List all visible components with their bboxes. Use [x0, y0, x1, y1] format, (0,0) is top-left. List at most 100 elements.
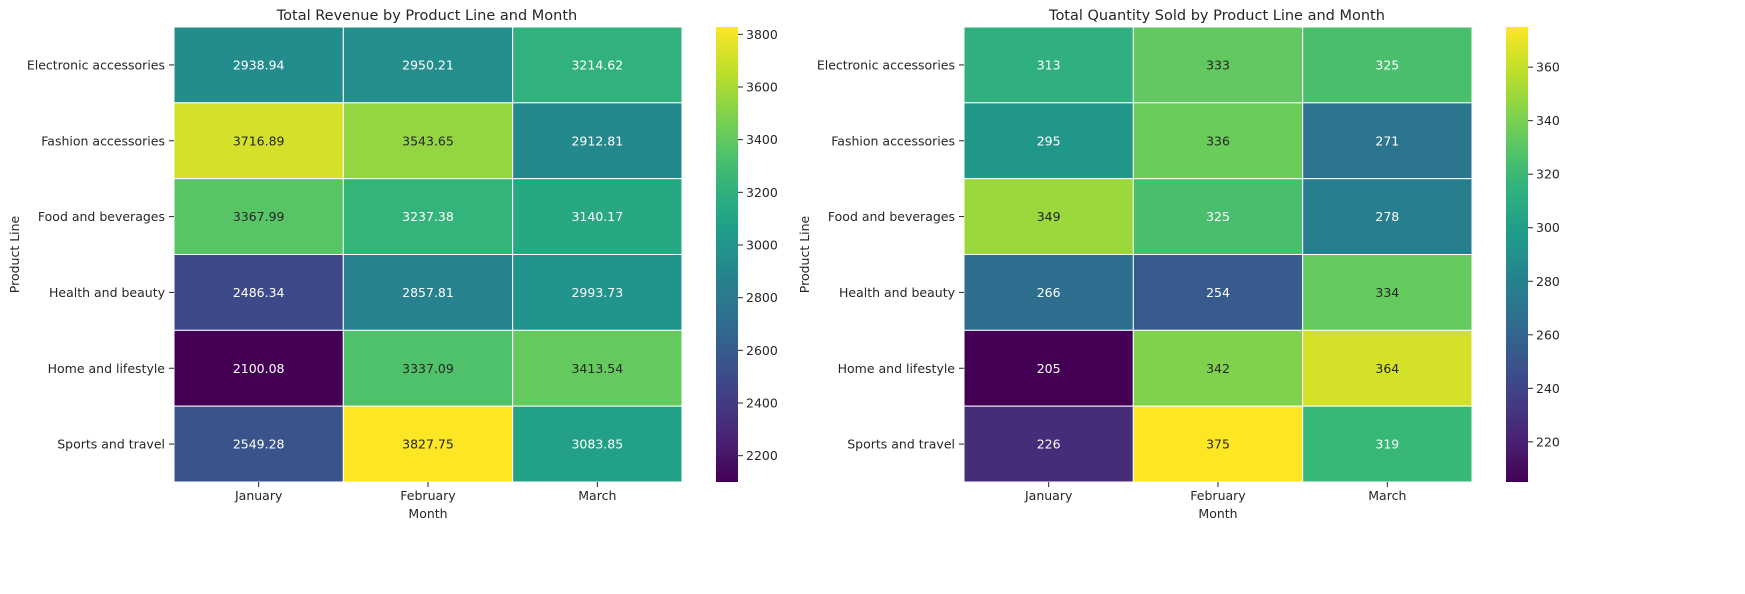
heatmap-cell — [173, 102, 344, 180]
cell-value-label: 375 — [1206, 437, 1230, 452]
y-tick-label: Fashion accessories — [41, 133, 165, 148]
cell-value-label: 336 — [1206, 133, 1230, 148]
heatmap-cell — [963, 26, 1134, 104]
colorbar-tick-label: 3200 — [746, 185, 778, 200]
colorbar-tick-label: 2400 — [746, 396, 778, 411]
y-tick-label: Health and beauty — [49, 285, 166, 300]
colorbar-tick-label: 3000 — [746, 237, 778, 252]
colorbar-tick-label: 2600 — [746, 343, 778, 358]
x-tick-label: March — [578, 488, 616, 503]
cell-value-label: 333 — [1206, 57, 1230, 72]
heatmap-cell — [963, 178, 1134, 256]
heatmap-panel-2: Total Quantity Sold by Product Line and … — [797, 8, 1560, 521]
cell-value-label: 3083.85 — [571, 437, 623, 452]
chart-title: Total Revenue by Product Line and Month — [276, 8, 577, 24]
heatmap-cell — [1132, 102, 1304, 180]
heatmap-cell — [1132, 26, 1304, 104]
colorbar-tick-label: 280 — [1536, 274, 1560, 289]
cell-value-label: 325 — [1375, 57, 1399, 72]
colorbar-tick-label: 260 — [1536, 327, 1560, 342]
chart-title: Total Quantity Sold by Product Line and … — [1048, 8, 1385, 24]
cell-value-label: 3716.89 — [233, 133, 285, 148]
x-tick-label: January — [234, 488, 283, 503]
x-axis-label: Month — [408, 506, 447, 521]
heatmap-cell — [173, 329, 344, 407]
cell-value-label: 3214.62 — [571, 57, 623, 72]
y-axis-label: Product Line — [797, 215, 812, 293]
heatmap-cell — [1132, 178, 1304, 256]
y-tick-label: Sports and travel — [847, 437, 955, 452]
cell-value-label: 2938.94 — [233, 57, 285, 72]
cell-value-label: 254 — [1206, 285, 1230, 300]
x-axis-label: Month — [1198, 506, 1237, 521]
y-tick-label: Electronic accessories — [27, 57, 165, 72]
heatmap-cell — [512, 254, 683, 331]
cell-value-label: 325 — [1206, 209, 1230, 224]
colorbar-tick-label: 2200 — [746, 448, 778, 463]
y-tick-label: Food and beverages — [828, 209, 955, 224]
cell-value-label: 2549.28 — [233, 437, 285, 452]
y-tick-label: Fashion accessories — [831, 133, 955, 148]
cell-value-label: 205 — [1037, 361, 1061, 376]
cell-value-label: 3337.09 — [402, 361, 454, 376]
heatmap-cell — [1302, 26, 1473, 104]
heatmap-cell — [342, 405, 514, 483]
heatmap-cell — [512, 102, 683, 180]
heatmap-cell — [1302, 329, 1473, 407]
x-tick-label: February — [400, 488, 456, 503]
heatmap-cell — [1302, 405, 1473, 483]
cell-value-label: 278 — [1375, 209, 1399, 224]
cell-value-label: 319 — [1375, 437, 1399, 452]
cell-value-label: 313 — [1037, 57, 1061, 72]
cell-value-label: 364 — [1375, 361, 1399, 376]
colorbar-tick-label: 240 — [1536, 381, 1560, 396]
y-tick-label: Health and beauty — [839, 285, 956, 300]
heatmap-cell — [342, 26, 514, 104]
y-tick-label: Sports and travel — [57, 437, 165, 452]
colorbar-tick-label: 340 — [1536, 113, 1560, 128]
cell-value-label: 266 — [1037, 285, 1061, 300]
heatmap-cell — [963, 329, 1134, 407]
cell-value-label: 349 — [1037, 209, 1061, 224]
cell-value-label: 3140.17 — [571, 209, 623, 224]
colorbar-tick-label: 2800 — [746, 290, 778, 305]
cell-value-label: 3237.38 — [402, 209, 454, 224]
cell-value-label: 3367.99 — [233, 209, 285, 224]
y-tick-label: Home and lifestyle — [838, 361, 956, 376]
heatmap-cell — [1132, 405, 1304, 483]
heatmap-cell — [512, 405, 683, 483]
heatmap-cell — [342, 178, 514, 256]
cell-value-label: 271 — [1375, 133, 1399, 148]
x-tick-label: February — [1190, 488, 1246, 503]
heatmap-cell — [342, 329, 514, 407]
heatmap-panel-1: Total Revenue by Product Line and Month 2… — [7, 8, 778, 521]
heatmap-cell — [512, 26, 683, 104]
y-tick-label: Electronic accessories — [817, 57, 955, 72]
y-tick-label: Home and lifestyle — [48, 361, 166, 376]
colorbar-tick-label: 3400 — [746, 132, 778, 147]
cell-value-label: 295 — [1037, 133, 1061, 148]
cell-value-label: 2993.73 — [571, 285, 623, 300]
colorbar-tick-label: 3600 — [746, 79, 778, 94]
cell-value-label: 2100.08 — [233, 361, 285, 376]
cell-value-label: 2857.81 — [402, 285, 454, 300]
y-tick-label: Food and beverages — [38, 209, 165, 224]
heatmap-cell — [1302, 178, 1473, 256]
cell-value-label: 3827.75 — [402, 437, 454, 452]
heatmap-cell — [1302, 102, 1473, 180]
x-tick-label: March — [1368, 488, 1406, 503]
colorbar — [1506, 27, 1528, 482]
colorbar-tick-label: 320 — [1536, 167, 1560, 182]
cell-value-label: 3413.54 — [571, 361, 623, 376]
colorbar-tick-label: 300 — [1536, 220, 1560, 235]
heatmap-cell — [173, 26, 344, 104]
cell-value-label: 2486.34 — [233, 285, 285, 300]
heatmap-cell — [512, 329, 683, 407]
colorbar — [716, 27, 738, 482]
cell-value-label: 226 — [1037, 437, 1061, 452]
cell-value-label: 3543.65 — [402, 133, 454, 148]
heatmap-cell — [342, 102, 514, 180]
cell-value-label: 342 — [1206, 361, 1230, 376]
